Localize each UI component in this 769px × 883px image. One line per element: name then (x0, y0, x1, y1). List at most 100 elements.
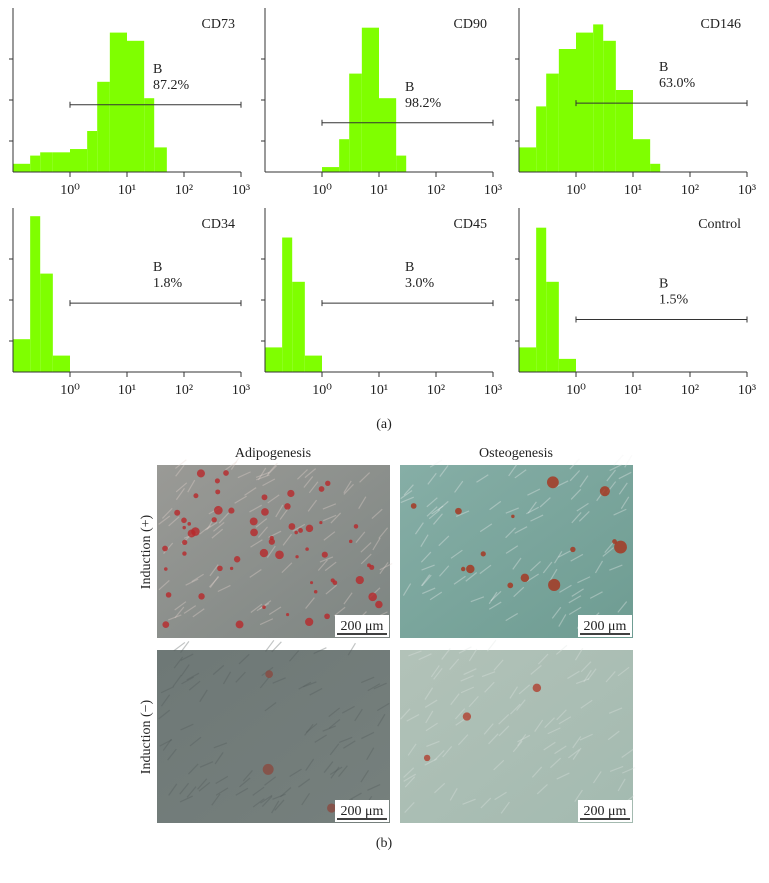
texture (367, 783, 381, 791)
texture (186, 786, 197, 798)
texture (624, 455, 633, 468)
texture (296, 469, 308, 480)
texture (530, 514, 544, 522)
texture (314, 734, 327, 743)
texture (175, 487, 185, 501)
texture (498, 713, 510, 725)
texture (213, 742, 228, 749)
texture (480, 797, 492, 809)
x-tick-label: 10² (175, 183, 193, 198)
stain (310, 581, 314, 585)
texture (242, 770, 253, 782)
texture (576, 502, 589, 512)
texture (618, 471, 632, 480)
texture (252, 786, 265, 796)
texture (187, 479, 196, 493)
texture (493, 759, 505, 771)
texture (431, 505, 444, 515)
texture (457, 734, 469, 746)
x-tick-label: 10³ (484, 183, 502, 198)
x-tick-label: 10¹ (624, 183, 642, 198)
texture (606, 469, 616, 482)
stain (324, 613, 330, 620)
texture (361, 676, 375, 684)
micrograph (400, 650, 633, 823)
stain (262, 763, 274, 775)
stain (182, 551, 187, 556)
texture (264, 702, 277, 712)
texture (454, 480, 464, 493)
texture (322, 725, 336, 732)
x-tick-label: 10² (427, 383, 445, 398)
texture (580, 661, 592, 673)
texture (549, 568, 558, 582)
stain (187, 522, 192, 526)
histogram-bar (536, 106, 547, 172)
texture (570, 488, 582, 500)
stain (217, 565, 223, 572)
texture (167, 748, 177, 761)
texture (209, 575, 219, 588)
histogram-bar (546, 281, 559, 372)
texture (486, 639, 497, 652)
stain (288, 523, 296, 530)
texture (427, 472, 437, 485)
texture (199, 761, 214, 768)
x-tick-label: 10³ (232, 183, 250, 198)
texture (407, 743, 417, 756)
x-tick-label: 10² (175, 383, 193, 398)
texture (319, 556, 334, 563)
texture (354, 708, 363, 722)
stain (215, 489, 221, 495)
texture (183, 605, 197, 614)
texture (237, 471, 251, 479)
texture (468, 695, 479, 708)
texture (537, 653, 549, 665)
texture (303, 681, 317, 688)
texture (215, 775, 229, 785)
stain (305, 524, 314, 533)
texture (239, 777, 251, 788)
texture (366, 747, 375, 761)
texture (570, 553, 584, 562)
texture (559, 584, 572, 593)
gate-percent: 1.5% (659, 293, 689, 308)
x-tick-label: 10⁰ (566, 183, 586, 198)
stain (261, 508, 269, 516)
texture (275, 504, 284, 518)
micrograph (157, 650, 390, 823)
texture (163, 542, 174, 554)
texture (400, 490, 413, 500)
texture (518, 684, 531, 695)
stain (353, 524, 359, 529)
texture (179, 795, 193, 803)
texture (434, 782, 446, 794)
texture (403, 767, 415, 778)
texture (509, 686, 518, 699)
texture (323, 514, 337, 522)
histogram-bar (593, 24, 604, 173)
scale-bar-label: 200 μm (341, 804, 384, 819)
texture (512, 740, 523, 753)
stain (275, 550, 284, 560)
histogram-bar (379, 98, 397, 172)
texture (602, 547, 614, 557)
texture (430, 665, 440, 678)
gate-name: B (659, 277, 668, 292)
texture (578, 511, 590, 522)
stain (191, 527, 200, 536)
texture (604, 541, 615, 554)
texture (158, 709, 171, 720)
stain (313, 589, 318, 594)
texture (330, 766, 340, 779)
texture (488, 601, 502, 610)
texture (422, 587, 436, 595)
histogram-bar (633, 139, 651, 172)
texture (298, 778, 311, 788)
texture (230, 457, 240, 470)
texture (551, 606, 562, 619)
texture (408, 650, 422, 657)
histogram-bar (322, 167, 340, 172)
texture (160, 686, 175, 694)
